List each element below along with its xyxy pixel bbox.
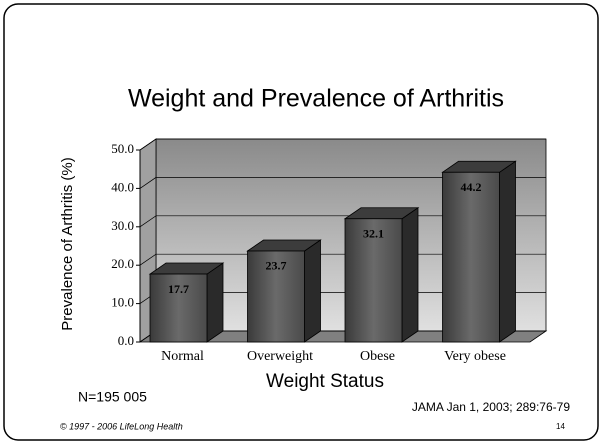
y-tick-label: 10.0 <box>111 295 134 310</box>
x-axis-label: Weight Status <box>266 371 384 392</box>
bar <box>149 273 208 343</box>
sample-size: N=195 005 <box>78 389 147 405</box>
value-label: 32.1 <box>363 226 384 240</box>
page-number: 14 <box>556 422 565 431</box>
value-label: 17.7 <box>168 282 189 296</box>
x-tick-label: Overweight <box>247 349 313 364</box>
x-tick-label: Obese <box>360 349 395 364</box>
grid-line <box>139 177 546 189</box>
y-tick-label: 40.0 <box>111 179 134 194</box>
y-tick-label: 50.0 <box>111 141 134 156</box>
x-tick-label: Normal <box>161 349 204 364</box>
bar-side <box>499 160 516 343</box>
y-tick-label: 0.0 <box>118 333 134 348</box>
bar-side <box>206 262 224 343</box>
bar-side <box>304 239 321 343</box>
plot: 0.0 10.0 20.0 30.0 40.0 50.0 Normal 17.7 Overwei… <box>111 138 548 364</box>
value-label: 44.2 <box>461 180 482 194</box>
bar-side <box>401 206 419 343</box>
y-tick-label: 20.0 <box>111 256 134 271</box>
bar <box>344 218 403 343</box>
chart-title: Weight and Prevalence of Arthritis <box>128 85 504 113</box>
x-tick-label: Very obese <box>444 349 506 364</box>
copyright: © 1997 - 2006 LifeLong Health <box>60 421 183 431</box>
bar <box>247 250 305 343</box>
grid-line <box>139 138 546 151</box>
y-tick-label: 30.0 <box>111 218 134 233</box>
source: JAMA Jan 1, 2003; 289:76-79 <box>412 400 570 414</box>
y-axis-label: Prevalence of Arthritis (%) <box>59 157 76 330</box>
bar <box>442 171 500 343</box>
value-label: 23.7 <box>266 259 287 273</box>
